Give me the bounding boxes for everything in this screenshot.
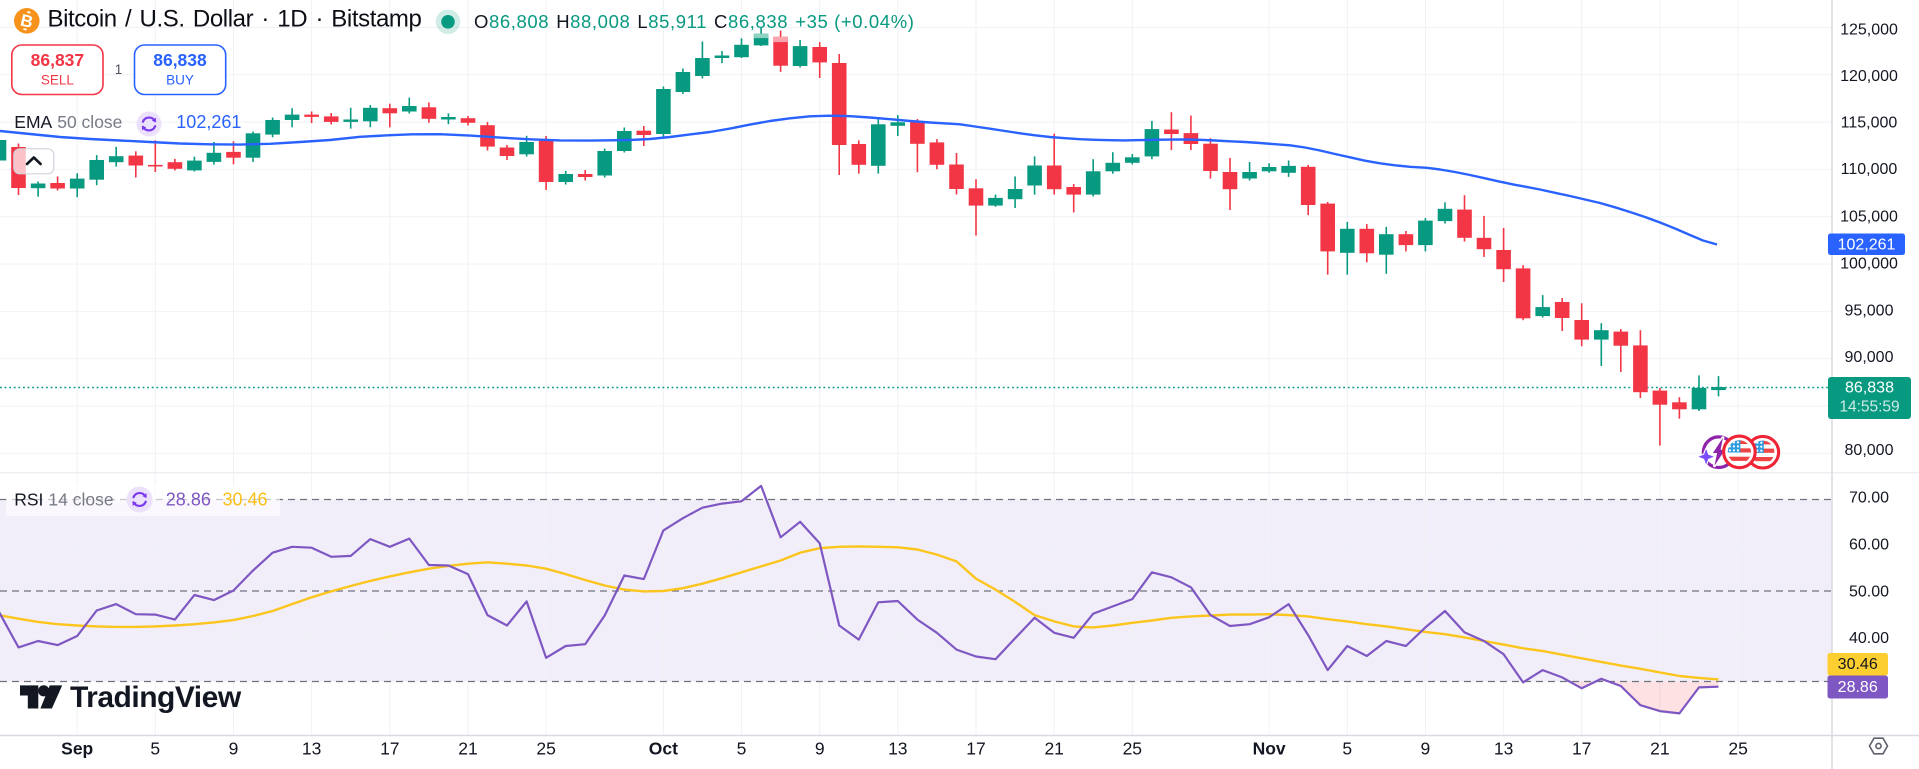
svg-text:100,000: 100,000 (1840, 256, 1898, 273)
svg-text:17: 17 (380, 739, 399, 759)
svg-text:30.46: 30.46 (223, 490, 268, 510)
svg-text:90,000: 90,000 (1845, 349, 1894, 366)
svg-text:95,000: 95,000 (1845, 303, 1894, 320)
svg-text:110,000: 110,000 (1841, 161, 1898, 178)
svg-text:21: 21 (458, 739, 477, 759)
svg-text:13: 13 (1494, 739, 1513, 759)
svg-text:21: 21 (1650, 739, 1669, 759)
svg-text:50.00: 50.00 (1849, 584, 1889, 601)
svg-text:25: 25 (1123, 739, 1142, 759)
svg-text:Nov: Nov (1253, 739, 1286, 759)
svg-text:86,838: 86,838 (1845, 380, 1894, 397)
svg-text:TradingView: TradingView (70, 681, 242, 714)
svg-text:70.00: 70.00 (1849, 490, 1889, 507)
svg-text:B: B (19, 11, 35, 32)
svg-text:60.00: 60.00 (1849, 537, 1889, 554)
svg-text:102,261: 102,261 (1838, 236, 1896, 253)
svg-text:5: 5 (1342, 739, 1352, 759)
svg-text:Bitcoin / U.S. Dollar · 1D · B: Bitcoin / U.S. Dollar · 1D · Bitstamp (48, 5, 422, 32)
svg-text:14:55:59: 14:55:59 (1839, 399, 1899, 416)
svg-text:Oct: Oct (649, 739, 678, 759)
svg-text:21: 21 (1044, 739, 1063, 759)
svg-text:9: 9 (1421, 739, 1431, 759)
svg-text:28.86: 28.86 (166, 490, 211, 510)
svg-text:86,838: 86,838 (153, 50, 207, 70)
svg-text:40.00: 40.00 (1849, 630, 1889, 647)
svg-text:115,000: 115,000 (1841, 115, 1898, 132)
svg-text:102,261: 102,261 (176, 112, 241, 132)
svg-text:SELL: SELL (41, 73, 75, 88)
svg-text:17: 17 (1572, 739, 1591, 759)
svg-text:BUY: BUY (166, 73, 194, 88)
svg-text:125,000: 125,000 (1840, 22, 1898, 39)
svg-text:17: 17 (966, 739, 985, 759)
svg-text:120,000: 120,000 (1840, 68, 1898, 85)
svg-text:28.86: 28.86 (1838, 679, 1878, 696)
svg-text:105,000: 105,000 (1840, 209, 1898, 226)
svg-text:5: 5 (150, 739, 160, 759)
svg-text:30.46: 30.46 (1838, 656, 1878, 673)
svg-text:13: 13 (888, 739, 907, 759)
svg-text:1: 1 (115, 62, 123, 77)
svg-text:13: 13 (302, 739, 321, 759)
svg-text:25: 25 (1728, 739, 1747, 759)
svg-text:86,837: 86,837 (31, 50, 85, 70)
svg-text:Sep: Sep (61, 739, 93, 759)
svg-text:5: 5 (737, 739, 747, 759)
svg-text:25: 25 (536, 739, 555, 759)
svg-text:9: 9 (229, 739, 239, 759)
svg-text:80,000: 80,000 (1845, 442, 1894, 459)
svg-text:9: 9 (815, 739, 825, 759)
